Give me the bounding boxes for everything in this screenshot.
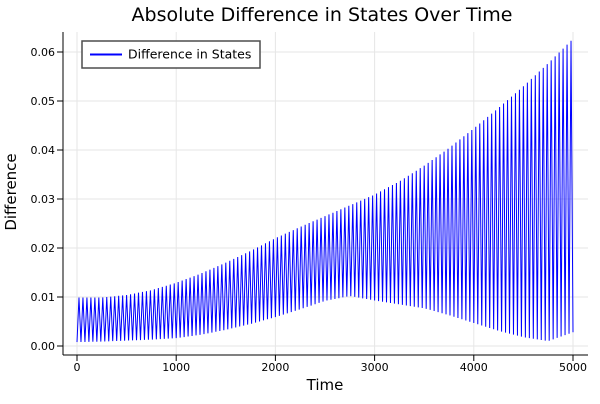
- x-tick-label: 2000: [261, 361, 289, 374]
- x-gridlines: [76, 32, 574, 355]
- series-line-difference-in-states: [76, 40, 574, 343]
- x-axis-ticks: [76, 355, 574, 361]
- x-tick-label: 4000: [460, 361, 488, 374]
- y-tick-label: 0.02: [31, 242, 56, 255]
- y-tick-labels: 0.00 0.01 0.02 0.03 0.04 0.05 0.06: [31, 46, 56, 353]
- y-tick-label: 0.01: [31, 291, 56, 304]
- y-tick-label: 0.06: [31, 46, 56, 59]
- x-tick-label: 3000: [361, 361, 389, 374]
- y-tick-label: 0.04: [31, 144, 56, 157]
- y-tick-label: 0.03: [31, 193, 56, 206]
- x-tick-labels: 0 1000 2000 3000 4000 5000: [74, 361, 588, 374]
- y-tick-label: 0.00: [31, 340, 56, 353]
- y-axis-label: Difference: [2, 153, 20, 230]
- x-tick-label: 5000: [559, 361, 587, 374]
- series: [76, 40, 574, 343]
- legend-label: Difference in States: [128, 47, 251, 62]
- legend: Difference in States: [81, 40, 261, 69]
- x-axis-label: Time: [306, 376, 344, 394]
- x-tick-label: 0: [74, 361, 81, 374]
- chart-title: Absolute Difference in States Over Time: [132, 4, 513, 26]
- y-tick-label: 0.05: [31, 95, 56, 108]
- x-tick-label: 1000: [162, 361, 190, 374]
- axes: [57, 32, 588, 361]
- y-axis-ticks: [57, 51, 63, 347]
